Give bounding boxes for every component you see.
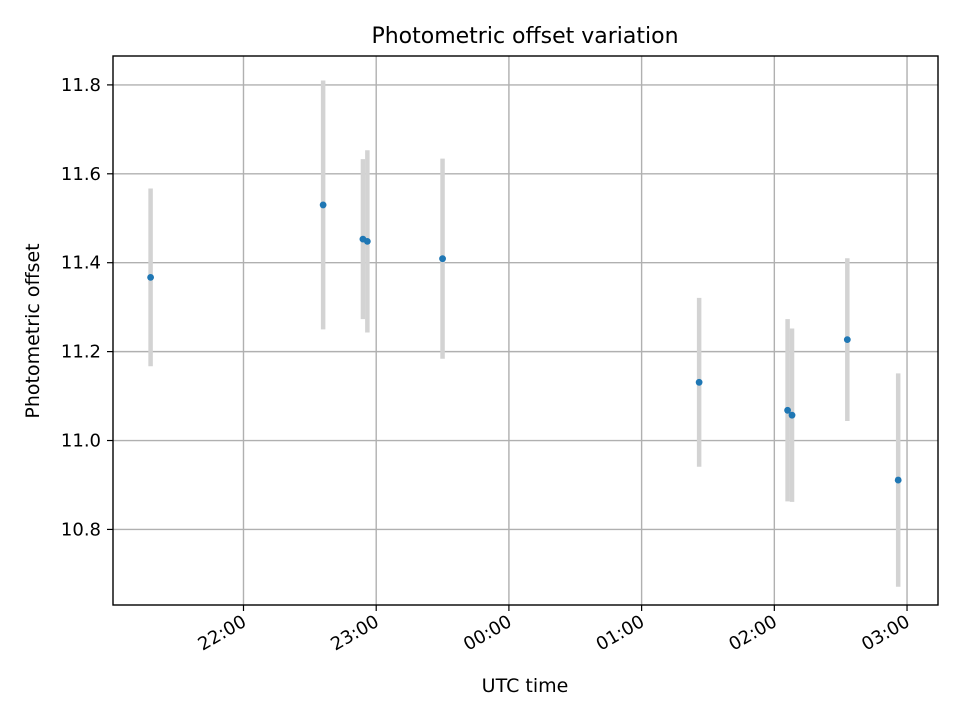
x-tick-label: 02:00 bbox=[725, 611, 780, 655]
x-tick-label: 22:00 bbox=[195, 611, 250, 655]
y-tick-label: 11.4 bbox=[61, 253, 101, 274]
data-point bbox=[788, 411, 796, 419]
chart-title: Photometric offset variation bbox=[371, 24, 678, 49]
data-point bbox=[147, 273, 155, 281]
x-axis-label: UTC time bbox=[482, 675, 569, 697]
x-tick-label: 01:00 bbox=[593, 611, 648, 655]
data-point bbox=[363, 237, 371, 245]
x-tick-label: 00:00 bbox=[460, 611, 515, 655]
error-bars bbox=[148, 80, 901, 587]
grid bbox=[113, 56, 938, 605]
y-tick-label: 11.2 bbox=[61, 342, 101, 363]
data-point bbox=[843, 336, 851, 344]
y-tick-label: 11.0 bbox=[61, 431, 101, 452]
data-point bbox=[784, 406, 791, 414]
data-point bbox=[439, 255, 446, 263]
y-axis-label: Photometric offset bbox=[22, 243, 44, 418]
x-tick-label: 03:00 bbox=[858, 611, 913, 655]
y-tick-label: 11.8 bbox=[61, 75, 101, 96]
data-point bbox=[695, 378, 703, 386]
x-tick-label: 23:00 bbox=[327, 611, 382, 655]
data-point bbox=[894, 476, 902, 484]
y-tick-label: 10.8 bbox=[61, 519, 101, 540]
y-tick-label: 11.6 bbox=[61, 164, 101, 185]
plot-frame bbox=[112, 55, 939, 606]
data-point bbox=[319, 201, 327, 209]
data-points bbox=[147, 201, 902, 484]
